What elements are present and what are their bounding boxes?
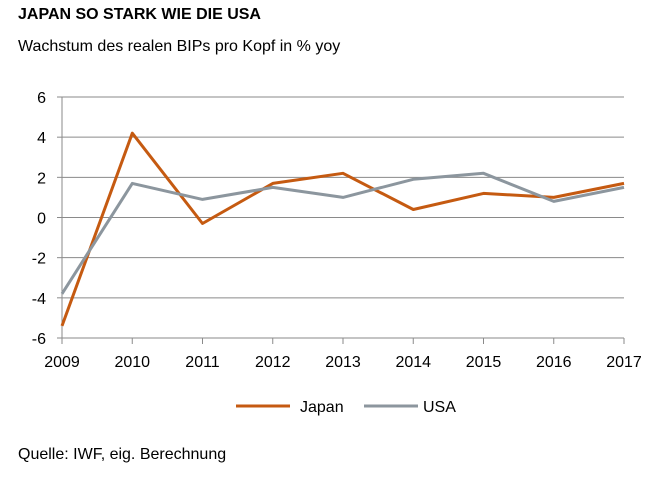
- y-tick-label: -4: [32, 291, 46, 308]
- y-tick-label: 0: [37, 211, 46, 228]
- legend-label-usa: USA: [423, 399, 456, 416]
- y-tick-label: 2: [37, 170, 46, 187]
- series-line-usa: [60, 171, 625, 295]
- legend: Japan USA: [236, 399, 456, 416]
- series-line-japan: [60, 131, 625, 327]
- y-tick-label: 6: [37, 90, 46, 107]
- y-tick-label: -6: [32, 331, 46, 348]
- chart-subtitle: Wachstum des realen BIPs pro Kopf in % y…: [18, 38, 341, 55]
- x-tick-label: 2012: [255, 354, 291, 371]
- gridlines: [57, 96, 625, 344]
- source-note: Quelle: IWF, eig. Berechnung: [18, 446, 227, 463]
- x-tick-label: 2017: [606, 354, 642, 371]
- x-tick-label: 2016: [536, 354, 572, 371]
- legend-label-japan: Japan: [300, 399, 344, 416]
- chart-title: JAPAN SO STARK WIE DIE USA: [18, 6, 261, 23]
- x-tick-label: 2010: [114, 354, 150, 371]
- x-tick-label: 2013: [325, 354, 361, 371]
- x-tick-label: 2011: [185, 354, 220, 371]
- axis-ticks: -6 -4 -2 0 2 4 6 2009 2010 2011 2012 2013 2014 2015 20…: [32, 90, 642, 371]
- x-tick-label: 2015: [466, 354, 502, 371]
- x-tick-label: 2014: [395, 354, 431, 371]
- y-tick-label: -2: [32, 251, 46, 268]
- x-tick-label: 2009: [44, 354, 80, 371]
- y-tick-label: 4: [37, 130, 46, 147]
- series-lines: [60, 131, 625, 327]
